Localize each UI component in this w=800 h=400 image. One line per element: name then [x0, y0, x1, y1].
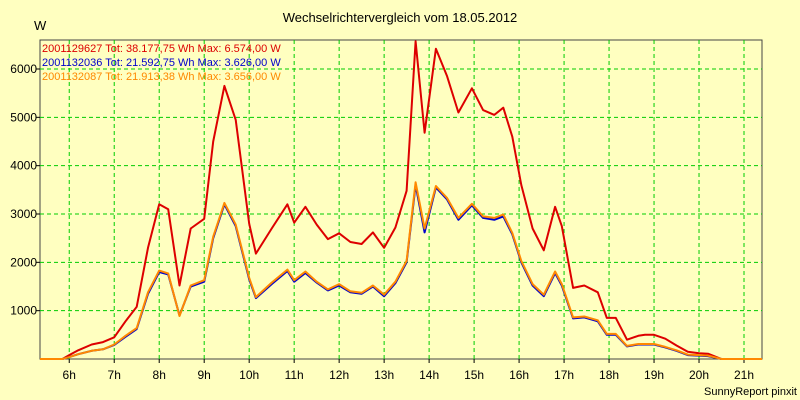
y-axis-label: W [34, 18, 47, 33]
gridlines [40, 40, 762, 359]
y-tick-label: 5000 [10, 110, 37, 124]
y-axis: 1000 2000 3000 4000 5000 6000 [10, 62, 40, 318]
series-line-2001132087 [40, 181, 762, 360]
legend-entry: 2001132036 Tot: 21.592,75 Wh Max: 3.626,… [42, 57, 281, 69]
x-tick-label: 12h [329, 368, 349, 382]
x-tick-label: 18h [599, 368, 619, 382]
chart-title: Wechselrichtervergleich vom 18.05.2012 [283, 10, 518, 25]
x-tick-label: 16h [509, 368, 529, 382]
series-line-2001129627 [40, 40, 762, 360]
x-tick-label: 21h [734, 368, 754, 382]
x-tick-label: 20h [689, 368, 709, 382]
plot-area [39, 39, 763, 360]
x-tick-label: 7h [108, 368, 121, 382]
y-tick-label: 4000 [10, 159, 37, 173]
x-tick-label: 17h [554, 368, 574, 382]
x-tick-label: 6h [63, 368, 76, 382]
y-tick-label: 6000 [10, 62, 37, 76]
x-tick-label: 13h [374, 368, 394, 382]
y-tick-label: 1000 [10, 304, 37, 318]
y-tick-label: 3000 [10, 207, 37, 221]
x-tick-label: 11h [285, 368, 304, 382]
chart-footer: SunnyReport pinxit [704, 386, 797, 398]
x-tick-label: 14h [419, 368, 439, 382]
x-tick-label: 10h [239, 368, 259, 382]
y-tick-label: 2000 [10, 255, 37, 269]
legend-entry: 2001132087 Tot: 21.913,38 Wh Max: 3.656,… [42, 71, 281, 83]
legend: 2001129627 Tot: 38.177,75 Wh Max: 6.574,… [42, 43, 281, 83]
legend-entry: 2001129627 Tot: 38.177,75 Wh Max: 6.574,… [42, 43, 281, 55]
x-tick-label: 15h [464, 368, 484, 382]
x-axis: 6h 7h 8h 9h 10h 11h 12h 13h 14h 15h 16h 17h 18h 19h 20… [63, 359, 754, 382]
x-tick-label: 8h [153, 368, 166, 382]
x-tick-label: 9h [198, 368, 211, 382]
series-lines [40, 40, 762, 360]
x-tick-label: 19h [644, 368, 664, 382]
